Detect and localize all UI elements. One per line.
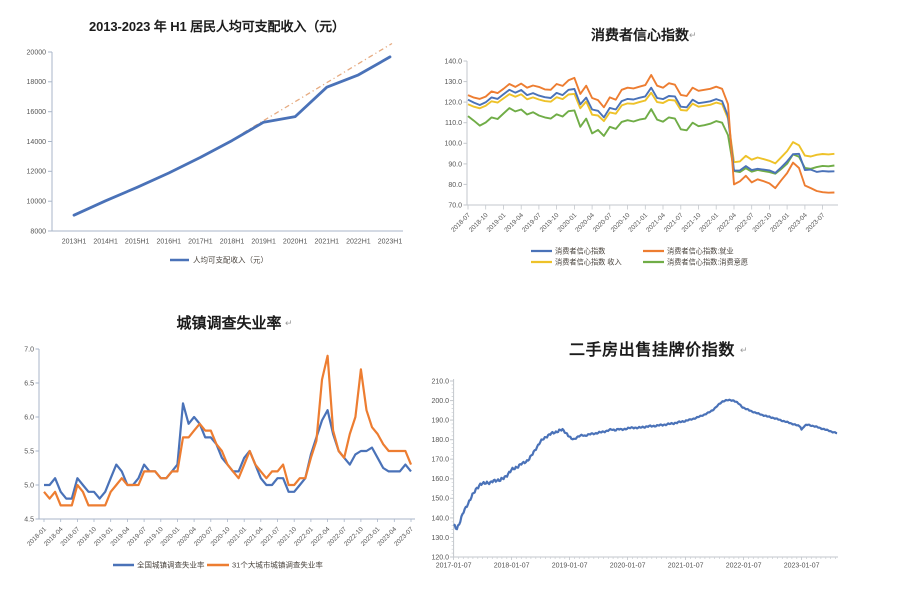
- svg-text:120.0: 120.0: [444, 100, 462, 107]
- svg-text:消费者信心指数:消费意愿: 消费者信心指数:消费意愿: [667, 258, 748, 267]
- svg-text:20000: 20000: [27, 49, 47, 56]
- svg-text:2023H1: 2023H1: [378, 239, 403, 246]
- svg-text:2014H1: 2014H1: [93, 239, 118, 246]
- svg-text:2022-01-07: 2022-01-07: [726, 563, 762, 570]
- svg-text:2017-01-07: 2017-01-07: [436, 563, 472, 570]
- svg-text:90.0: 90.0: [448, 161, 462, 168]
- svg-text:170.0: 170.0: [431, 457, 449, 464]
- svg-text:2018H1: 2018H1: [220, 239, 245, 246]
- svg-text:2016H1: 2016H1: [157, 239, 182, 246]
- svg-text:2018-01-07: 2018-01-07: [494, 563, 530, 570]
- svg-text:130.0: 130.0: [444, 79, 462, 86]
- svg-text:180.0: 180.0: [431, 437, 449, 444]
- svg-text:5.0: 5.0: [24, 482, 34, 489]
- svg-text:100.0: 100.0: [444, 141, 462, 148]
- svg-text:2013H1: 2013H1: [62, 239, 87, 246]
- svg-text:10000: 10000: [27, 199, 47, 206]
- svg-text:8000: 8000: [30, 228, 46, 235]
- svg-text:110.0: 110.0: [445, 120, 462, 127]
- svg-text:2021-01-07: 2021-01-07: [668, 563, 704, 570]
- svg-text:↵: ↵: [285, 318, 293, 328]
- svg-text:2017H1: 2017H1: [188, 239, 213, 246]
- svg-text:80.0: 80.0: [448, 182, 462, 189]
- svg-text:消费者信心指数 收入: 消费者信心指数 收入: [555, 258, 622, 267]
- svg-text:150.0: 150.0: [431, 496, 449, 503]
- svg-text:6.5: 6.5: [24, 380, 34, 387]
- svg-text:12000: 12000: [27, 169, 47, 176]
- svg-text:6.0: 6.0: [24, 414, 34, 421]
- svg-text:消费者信心指数: 消费者信心指数: [591, 27, 690, 43]
- svg-text:消费者信心指数: 消费者信心指数: [555, 247, 605, 256]
- svg-text:210.0: 210.0: [431, 378, 449, 385]
- svg-text:120.0: 120.0: [431, 554, 449, 561]
- svg-text:↵: ↵: [740, 345, 748, 355]
- svg-text:2020-01-07: 2020-01-07: [610, 563, 646, 570]
- svg-text:140.0: 140.0: [444, 58, 462, 65]
- svg-text:70.0: 70.0: [448, 202, 462, 209]
- svg-text:2021H1: 2021H1: [315, 239, 340, 246]
- svg-text:消费者信心指数:就业: 消费者信心指数:就业: [667, 247, 734, 256]
- svg-text:130.0: 130.0: [431, 535, 449, 542]
- svg-text:城镇调查失业率: 城镇调查失业率: [176, 314, 281, 332]
- svg-text:4.5: 4.5: [24, 516, 34, 523]
- svg-text:140.0: 140.0: [431, 515, 449, 522]
- svg-text:2023-01-07: 2023-01-07: [784, 563, 820, 570]
- svg-text:↵: ↵: [689, 30, 697, 40]
- svg-text:200.0: 200.0: [431, 398, 449, 405]
- svg-text:7.0: 7.0: [24, 346, 34, 353]
- svg-text:二手房出售挂牌价指数: 二手房出售挂牌价指数: [569, 340, 735, 359]
- svg-text:人均可支配收入（元）: 人均可支配收入（元）: [193, 255, 268, 265]
- svg-text:2022H1: 2022H1: [346, 239, 371, 246]
- svg-text:160.0: 160.0: [431, 476, 449, 483]
- svg-text:5.5: 5.5: [24, 448, 34, 455]
- svg-text:2020H1: 2020H1: [283, 239, 308, 246]
- svg-text:2015H1: 2015H1: [125, 239, 150, 246]
- svg-text:2019H1: 2019H1: [251, 239, 276, 246]
- svg-text:16000: 16000: [27, 109, 47, 116]
- svg-text:14000: 14000: [27, 139, 47, 146]
- svg-text:2013-2023 年 H1 居民人均可支配收入（元）: 2013-2023 年 H1 居民人均可支配收入（元）: [89, 19, 345, 34]
- svg-text:全国城镇调查失业率: 全国城镇调查失业率: [137, 560, 205, 570]
- svg-text:2019-01-07: 2019-01-07: [552, 563, 588, 570]
- svg-text:190.0: 190.0: [431, 418, 449, 425]
- svg-text:31个大城市城镇调查失业率: 31个大城市城镇调查失业率: [232, 560, 323, 570]
- svg-text:18000: 18000: [27, 79, 47, 86]
